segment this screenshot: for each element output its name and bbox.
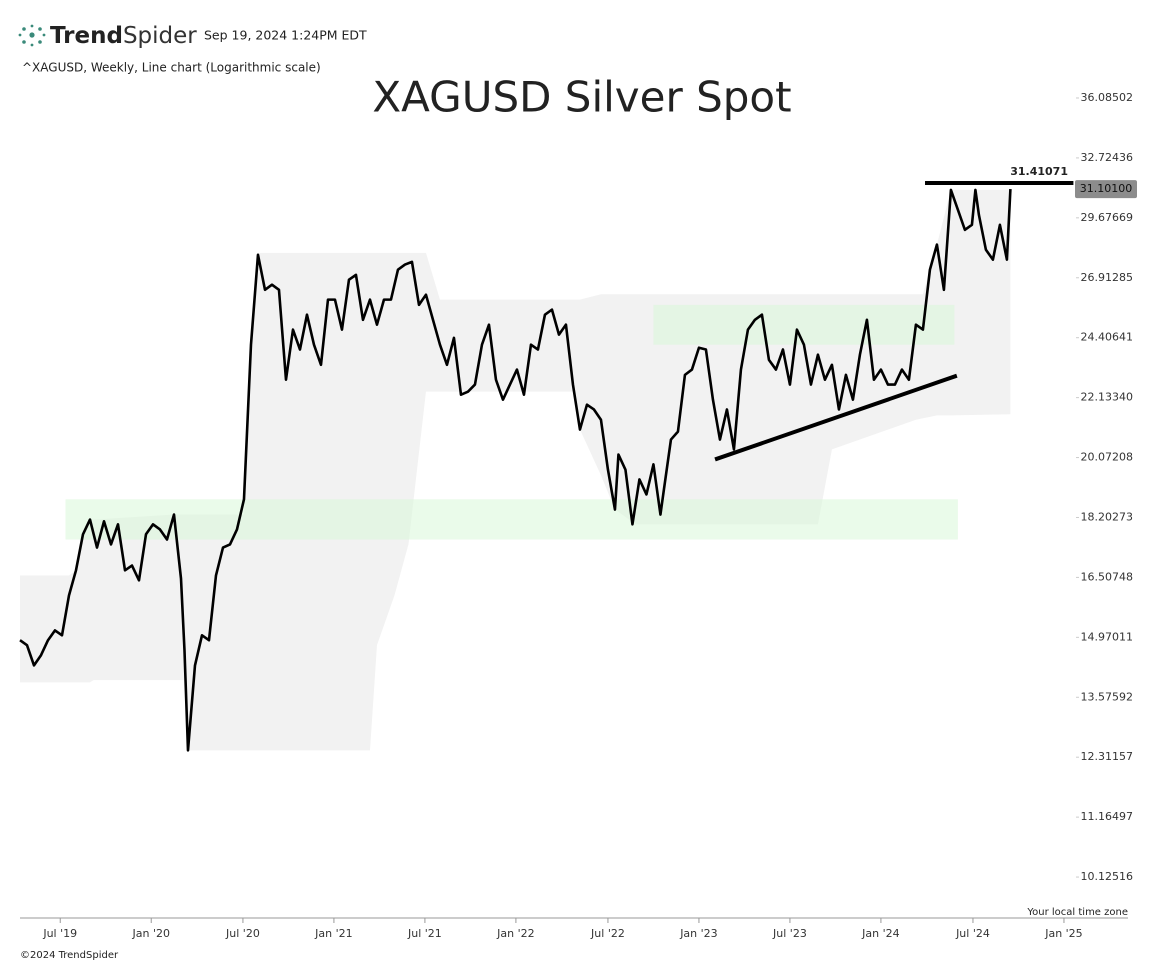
x-tick-label: Jul '24 — [955, 927, 990, 940]
x-tick-label: Jul '21 — [407, 927, 442, 940]
y-tick-label: 24.40641 — [1081, 331, 1134, 344]
y-tick-label: 26.91285 — [1081, 271, 1134, 284]
zone — [65, 499, 958, 540]
zone — [653, 304, 955, 345]
brand: TrendSpider — [50, 23, 197, 49]
chart-title: XAGUSD Silver Spot — [372, 73, 791, 122]
y-tick-label: 36.08502 — [1081, 91, 1134, 104]
logo-icon — [18, 24, 46, 47]
x-tick-label: Jan '21 — [314, 927, 352, 940]
y-tick-label: 16.50748 — [1081, 570, 1134, 583]
brand-light: Spider — [123, 23, 197, 49]
y-tick-label: 12.31157 — [1081, 750, 1134, 763]
price-line — [19, 188, 1012, 752]
x-tick-label: Jul '20 — [225, 927, 260, 940]
x-tick-label: Jul '23 — [772, 927, 807, 940]
x-tick-label: Jan '22 — [496, 927, 534, 940]
y-tick-label: 10.12516 — [1081, 870, 1134, 883]
x-tick-label: Jan '25 — [1044, 927, 1082, 940]
chart-info: ^XAGUSD, Weekly, Line chart (Logarithmic… — [22, 61, 321, 75]
y-tick-label: 14.97011 — [1081, 630, 1134, 643]
y-tick-label: 22.13340 — [1081, 391, 1134, 404]
x-tick-label: Jul '22 — [590, 927, 625, 940]
y-tick-label: 18.20273 — [1081, 510, 1134, 523]
trendline — [714, 373, 958, 462]
channel-band — [20, 189, 1011, 751]
y-tick-label: 20.07208 — [1081, 451, 1134, 464]
plot — [19, 188, 1012, 752]
resistance-label: 31.41071 — [1010, 165, 1068, 178]
copyright: ©2024 TrendSpider — [20, 950, 119, 961]
y-tick-label: 13.57592 — [1081, 690, 1134, 703]
timestamp: Sep 19, 2024 1:24PM EDT — [204, 28, 367, 43]
brand-bold: Trend — [50, 23, 123, 49]
x-tick-label: Jan '20 — [131, 927, 169, 940]
y-tick-label: 29.67669 — [1081, 211, 1134, 224]
x-tick-label: Jan '23 — [679, 927, 717, 940]
x-tick-label: Jan '24 — [861, 927, 899, 940]
timezone-note: Your local time zone — [1026, 907, 1128, 918]
x-tick-label: Jul '19 — [42, 927, 77, 940]
y-tick-label: 11.16497 — [1081, 810, 1134, 823]
y-tick-label: 32.72436 — [1081, 151, 1134, 164]
last-price-badge — [1075, 180, 1137, 199]
last-price-label: 31.10100 — [1080, 182, 1133, 195]
